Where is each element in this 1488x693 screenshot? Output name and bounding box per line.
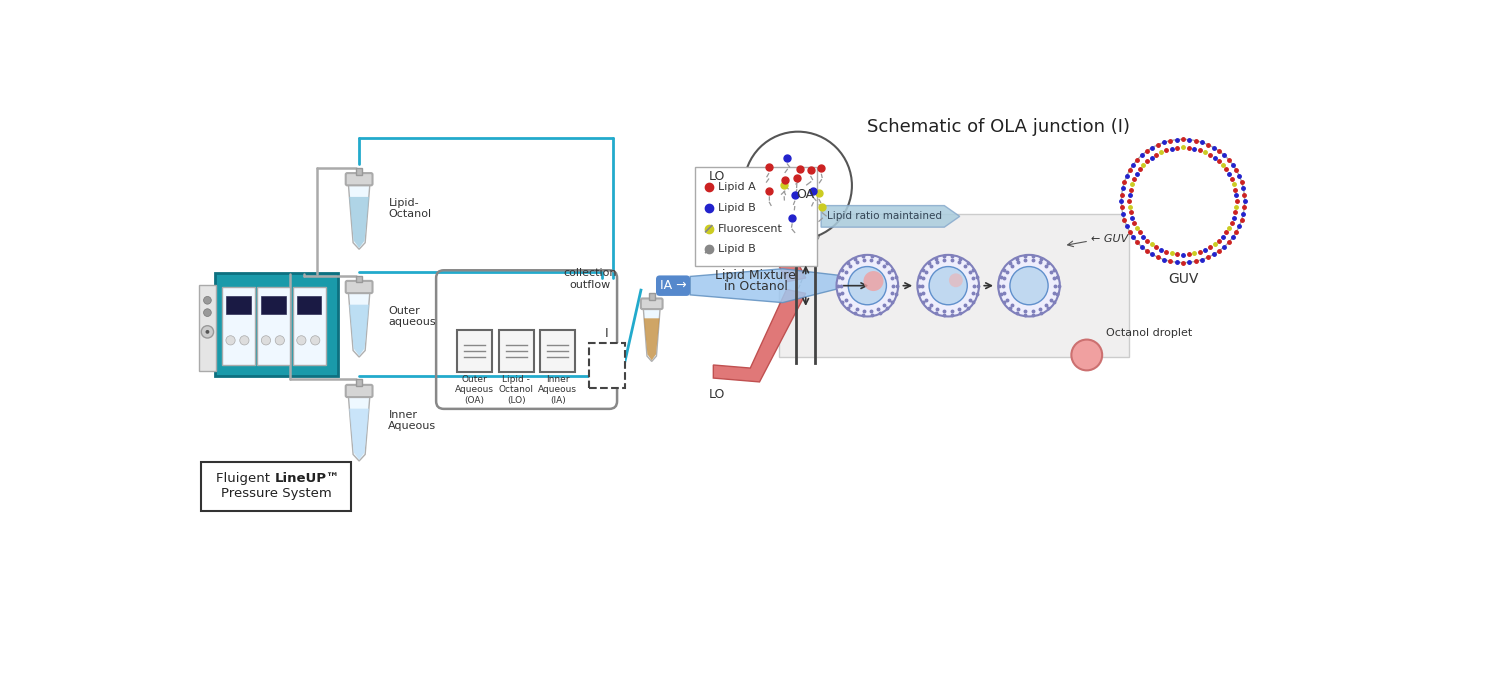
Text: ← GUV: ← GUV	[1091, 234, 1128, 245]
FancyBboxPatch shape	[199, 285, 216, 371]
Polygon shape	[713, 290, 805, 382]
Text: Outer
Aqueous
(OA): Outer Aqueous (OA)	[455, 375, 494, 405]
FancyBboxPatch shape	[695, 167, 817, 265]
Text: Lipid -
Octanol
(LO): Lipid - Octanol (LO)	[498, 375, 534, 405]
Circle shape	[201, 326, 214, 338]
Text: OA: OA	[796, 188, 815, 201]
Circle shape	[226, 335, 235, 345]
Text: LO: LO	[708, 388, 725, 401]
Bar	[262, 296, 286, 314]
FancyBboxPatch shape	[222, 287, 254, 365]
Polygon shape	[778, 214, 1129, 358]
Text: Pressure System: Pressure System	[220, 487, 332, 500]
Text: Lipid-
Octanol: Lipid- Octanol	[388, 198, 432, 220]
Bar	[356, 168, 362, 175]
Text: LineUP™: LineUP™	[274, 472, 339, 484]
Text: Lipid Mixture: Lipid Mixture	[716, 269, 796, 282]
Polygon shape	[821, 206, 960, 227]
FancyBboxPatch shape	[345, 173, 372, 185]
Circle shape	[240, 335, 248, 345]
Text: in Octanol: in Octanol	[723, 280, 787, 293]
Polygon shape	[350, 409, 369, 459]
Circle shape	[204, 309, 211, 317]
FancyBboxPatch shape	[345, 281, 372, 293]
Polygon shape	[644, 318, 659, 360]
Text: GUV: GUV	[1168, 272, 1198, 286]
Circle shape	[1122, 139, 1244, 263]
Bar	[356, 380, 362, 387]
Circle shape	[744, 132, 853, 240]
Text: Octanol droplet: Octanol droplet	[1106, 328, 1192, 338]
Polygon shape	[690, 269, 875, 303]
Text: Schematic of OLA junction (I): Schematic of OLA junction (I)	[866, 118, 1129, 136]
Text: I: I	[606, 327, 609, 340]
Circle shape	[949, 273, 963, 287]
Circle shape	[848, 267, 887, 305]
FancyBboxPatch shape	[540, 330, 574, 372]
Circle shape	[998, 255, 1059, 317]
Polygon shape	[713, 189, 805, 282]
Text: Lipid B: Lipid B	[717, 203, 756, 213]
Text: Lipid B: Lipid B	[717, 245, 756, 254]
Text: Lipid A: Lipid A	[717, 182, 756, 192]
Polygon shape	[350, 197, 369, 248]
FancyBboxPatch shape	[257, 287, 290, 365]
FancyBboxPatch shape	[457, 330, 493, 372]
Circle shape	[836, 255, 899, 317]
Text: Fluigent: Fluigent	[216, 472, 274, 484]
Text: Inner
Aqueous: Inner Aqueous	[388, 410, 436, 431]
FancyBboxPatch shape	[345, 385, 372, 397]
Polygon shape	[350, 305, 369, 356]
Circle shape	[262, 335, 271, 345]
Bar	[226, 296, 250, 314]
Circle shape	[918, 255, 979, 317]
Circle shape	[311, 335, 320, 345]
Text: Inner
Aqueous
(IA): Inner Aqueous (IA)	[539, 375, 577, 405]
Text: collection
outflow: collection outflow	[564, 268, 618, 290]
FancyBboxPatch shape	[589, 343, 625, 389]
FancyBboxPatch shape	[498, 330, 534, 372]
Circle shape	[1010, 267, 1048, 305]
Circle shape	[205, 330, 210, 334]
Polygon shape	[348, 292, 371, 357]
Text: IA →: IA →	[659, 279, 686, 292]
Circle shape	[1071, 340, 1103, 370]
Bar	[649, 293, 655, 300]
Polygon shape	[348, 184, 371, 249]
Text: LO: LO	[708, 170, 725, 183]
Circle shape	[204, 297, 211, 304]
Polygon shape	[348, 396, 371, 461]
FancyBboxPatch shape	[216, 272, 338, 376]
Polygon shape	[643, 308, 661, 362]
Circle shape	[929, 267, 967, 305]
FancyBboxPatch shape	[201, 462, 351, 511]
Circle shape	[275, 335, 284, 345]
Circle shape	[296, 335, 307, 345]
Bar	[296, 296, 321, 314]
Bar	[356, 276, 362, 283]
Text: Lipid ratio maintained: Lipid ratio maintained	[827, 211, 942, 221]
Text: Outer
aqueous: Outer aqueous	[388, 306, 436, 327]
Circle shape	[863, 271, 884, 291]
FancyBboxPatch shape	[293, 287, 326, 365]
FancyBboxPatch shape	[641, 299, 662, 309]
Text: Fluorescent: Fluorescent	[717, 224, 783, 234]
